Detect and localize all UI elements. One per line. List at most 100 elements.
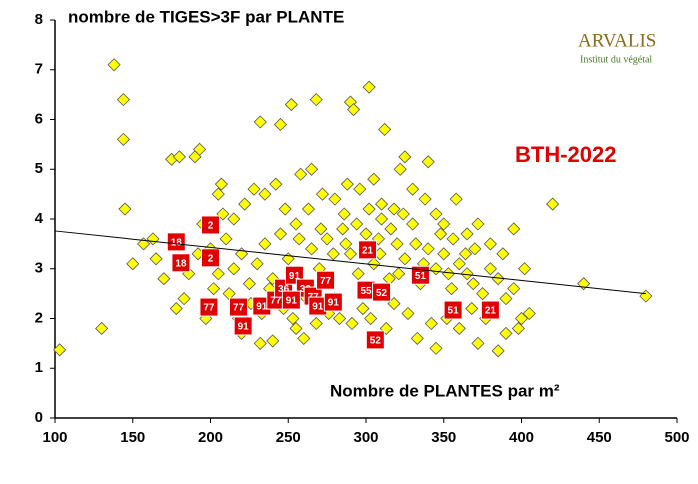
point [289,217,303,231]
annotation: BTH-2022 [515,142,616,167]
point [273,117,288,132]
labeled-point [171,253,191,273]
point [294,167,308,181]
point-label: 91 [238,322,250,333]
point [362,80,376,94]
point [266,334,280,348]
point [460,227,474,241]
point [227,212,241,226]
labeled-point [372,282,392,302]
point [364,311,378,326]
point [429,262,443,276]
point-label: 2 [208,253,214,264]
point [491,272,505,286]
point [286,311,300,326]
point [253,336,267,350]
point [392,267,406,281]
point [297,331,311,345]
point-label: 77 [320,276,332,287]
labeled-point [410,265,430,285]
point [353,182,367,196]
point [449,192,463,206]
labeled-point [365,330,385,350]
point [247,182,261,196]
point [320,232,334,246]
point [396,207,410,221]
point-label: 77 [233,303,245,314]
x-tick-label: 400 [509,429,534,446]
point [460,267,474,281]
point-label: 2 [208,221,214,232]
point [511,321,525,336]
point [434,227,448,241]
point [441,267,455,281]
point-label: 77 [270,296,282,307]
point [458,247,473,261]
y-tick-label: 4 [35,210,44,227]
point [518,262,532,276]
point [429,207,443,221]
x-tick-label: 350 [431,429,456,446]
x-tick-label: 250 [276,429,301,446]
point [116,93,130,107]
point [269,177,283,191]
point [406,217,420,231]
labeled-point [316,270,336,290]
trend-line [54,230,646,295]
point [258,187,272,201]
point [278,202,292,216]
point [367,172,381,186]
x-tick-label: 150 [120,429,145,446]
point [211,187,225,201]
point-label: 91 [312,302,324,313]
point [292,232,306,246]
point [499,292,513,306]
point [326,247,340,261]
point [471,217,485,231]
point-label: 91 [256,302,268,313]
point [118,202,132,216]
chart-title: nombre de TIGES>3F par PLANTE [68,7,344,26]
point [466,277,480,291]
point [337,207,351,221]
x-tick-label: 450 [587,429,612,446]
point-label: 18 [175,258,187,269]
point [507,282,521,296]
labeled-point [358,240,378,260]
point [235,247,249,261]
y-tick-label: 7 [35,61,43,78]
point [429,341,443,355]
point-label: 55 [360,286,372,297]
point [214,177,228,191]
point [387,202,401,216]
point [362,202,376,216]
point [339,237,353,251]
point [418,192,432,206]
point [250,257,264,271]
point [437,247,451,261]
point [514,311,529,326]
point [126,257,140,271]
labeled-point [199,297,219,317]
point [107,58,121,72]
point [53,343,67,357]
point [390,237,404,251]
labeled-point [166,232,186,252]
x-tick-label: 500 [664,429,689,446]
point [356,301,370,316]
point [309,316,323,331]
x-axis-label: Nombre de PLANTES par m² [330,381,560,400]
point [452,257,466,271]
point [314,222,328,236]
point [421,242,435,256]
y-tick-label: 3 [35,260,43,277]
point [359,227,373,241]
point [496,247,510,261]
y-tick-label: 1 [35,359,43,376]
point [468,242,482,256]
y-tick-label: 0 [35,409,43,426]
point [219,232,233,246]
point [172,150,186,164]
point [350,217,364,231]
point [384,222,398,236]
